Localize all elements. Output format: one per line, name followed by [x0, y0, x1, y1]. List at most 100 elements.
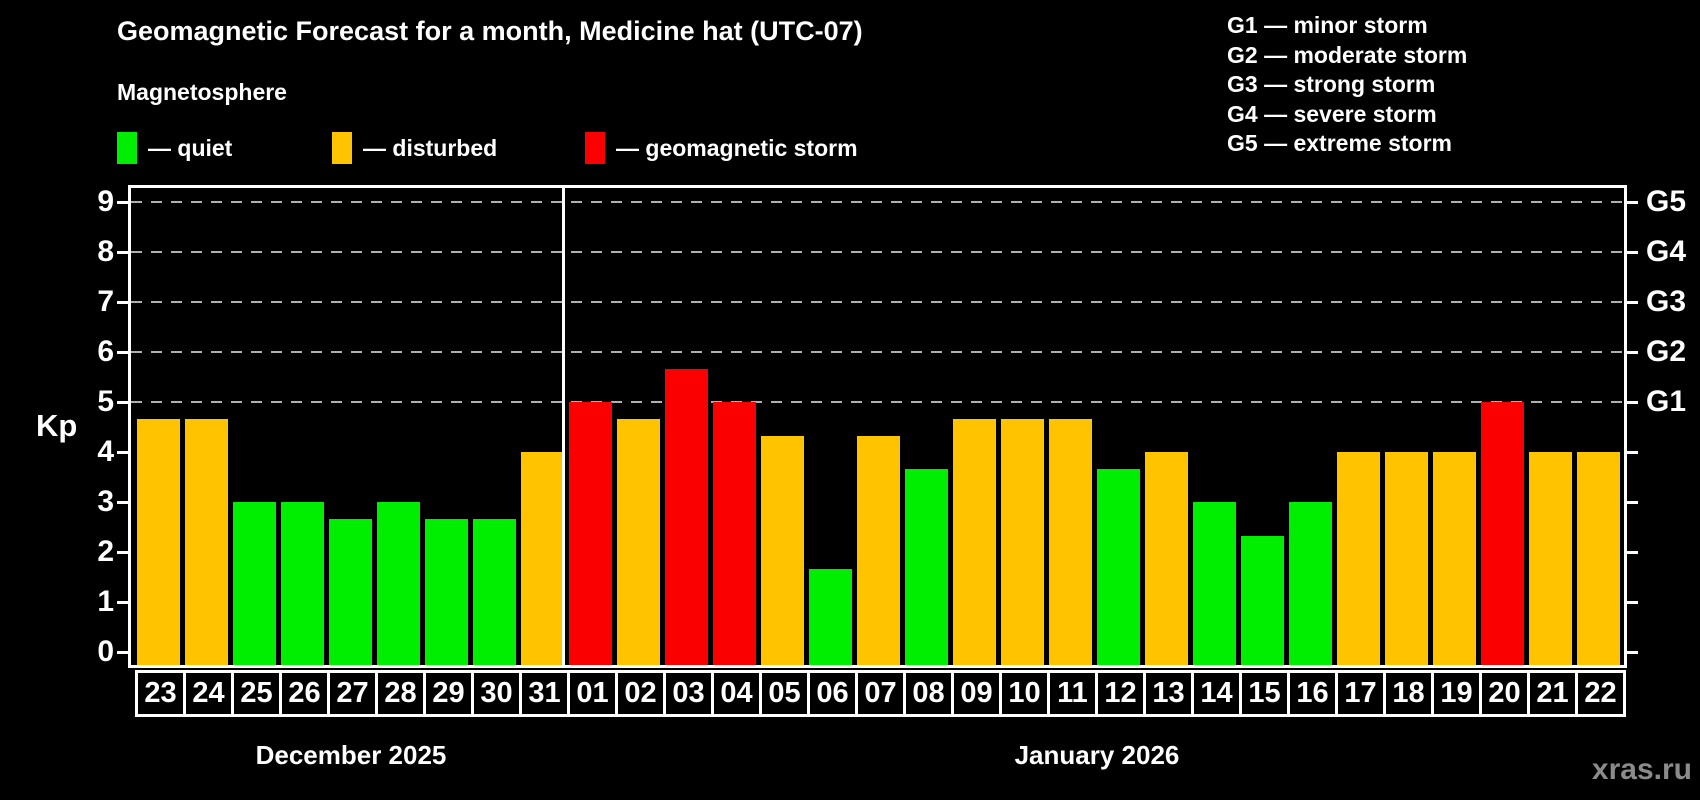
quiet-swatch-icon — [117, 132, 137, 164]
day-label-box-17: 17 — [1335, 670, 1386, 717]
day-label-box-31: 31 — [519, 670, 570, 717]
day-label-box-28: 28 — [375, 670, 426, 717]
day-label-box-02: 02 — [615, 670, 666, 717]
y-tick-right-5 — [1627, 401, 1638, 404]
bar-day-11 — [1049, 419, 1092, 665]
day-label-box-14: 14 — [1191, 670, 1242, 717]
page-title: Geomagnetic Forecast for a month, Medici… — [117, 16, 863, 46]
right-axis-label-g1: G1 — [1646, 385, 1687, 418]
y-tick-label-0: 0 — [97, 635, 114, 668]
y-tick-label-5: 5 — [97, 385, 114, 418]
bar-day-29 — [425, 519, 468, 665]
plot-frame — [128, 185, 1627, 668]
y-tick-right-4 — [1627, 451, 1638, 454]
bar-day-04 — [713, 402, 756, 665]
right-axis-label-g2: G2 — [1646, 335, 1687, 368]
gridline-kp-7 — [131, 301, 1624, 303]
g4-legend-line: G4 — severe storm — [1227, 100, 1437, 127]
y-tick-left-9 — [117, 201, 128, 204]
bar-day-22 — [1577, 452, 1620, 665]
y-tick-right-3 — [1627, 501, 1638, 504]
y-axis-label-kp: Kp — [36, 408, 78, 443]
day-label-box-16: 16 — [1287, 670, 1338, 717]
day-label-box-06: 06 — [807, 670, 858, 717]
y-tick-label-9: 9 — [97, 185, 114, 218]
bar-day-31 — [521, 452, 564, 665]
gridline-kp-8 — [131, 251, 1624, 253]
bar-day-28 — [377, 502, 420, 665]
watermark: xras.ru — [1591, 753, 1692, 786]
bar-day-15 — [1241, 536, 1284, 665]
right-axis-label-g3: G3 — [1646, 285, 1687, 318]
day-label-box-20: 20 — [1479, 670, 1530, 717]
bar-day-03 — [665, 369, 708, 665]
day-label-box-05: 05 — [759, 670, 810, 717]
bar-day-13 — [1145, 452, 1188, 665]
bar-day-08 — [905, 469, 948, 665]
g5-legend-line: G5 — extreme storm — [1227, 130, 1452, 156]
legend-item-quiet: — quiet — [117, 132, 232, 164]
day-label-box-27: 27 — [327, 670, 378, 717]
bar-day-25 — [233, 502, 276, 665]
disturbed-swatch-icon — [332, 132, 352, 164]
day-label-box-22: 22 — [1575, 670, 1626, 717]
month-label-january: January 2026 — [1014, 740, 1180, 770]
day-label-box-13: 13 — [1143, 670, 1194, 717]
bar-day-07 — [857, 436, 900, 665]
gridline-kp-6 — [131, 351, 1624, 353]
day-label-box-21: 21 — [1527, 670, 1578, 717]
bar-day-01 — [569, 402, 612, 665]
legend-item-storm: — geomagnetic storm — [585, 132, 858, 164]
bar-day-14 — [1193, 502, 1236, 665]
y-tick-right-7 — [1627, 301, 1638, 304]
y-tick-label-3: 3 — [97, 485, 114, 518]
day-label-box-23: 23 — [135, 670, 186, 717]
bar-day-05 — [761, 436, 804, 665]
storm-swatch-icon — [585, 132, 605, 164]
month-separator-line — [562, 188, 565, 665]
y-tick-left-8 — [117, 251, 128, 254]
day-label-box-08: 08 — [903, 670, 954, 717]
bar-day-17 — [1337, 452, 1380, 665]
bar-day-12 — [1097, 469, 1140, 665]
y-tick-label-4: 4 — [97, 435, 114, 468]
y-tick-right-9 — [1627, 201, 1638, 204]
bar-day-10 — [1001, 419, 1044, 665]
y-tick-label-2: 2 — [97, 535, 114, 568]
y-tick-right-2 — [1627, 551, 1638, 554]
g2-legend-line: G2 — moderate storm — [1227, 41, 1468, 68]
bar-day-24 — [185, 419, 228, 665]
y-tick-right-1 — [1627, 601, 1638, 604]
y-tick-left-3 — [117, 501, 128, 504]
month-label-december: December 2025 — [255, 740, 447, 770]
legend-label-storm: — geomagnetic storm — [616, 135, 858, 161]
bar-day-20 — [1481, 402, 1524, 665]
legend-label-disturbed: — disturbed — [363, 135, 498, 161]
day-label-box-04: 04 — [711, 670, 762, 717]
day-label-box-26: 26 — [279, 670, 330, 717]
day-label-box-09: 09 — [951, 670, 1002, 717]
day-label-box-18: 18 — [1383, 670, 1434, 717]
g3-legend-line: G3 — strong storm — [1227, 71, 1436, 97]
g-scale-legend: G1 — minor storm G2 — moderate storm G3 … — [1227, 11, 1467, 159]
y-tick-right-0 — [1627, 651, 1638, 654]
y-tick-right-6 — [1627, 351, 1638, 354]
y-tick-left-6 — [117, 351, 128, 354]
y-tick-left-7 — [117, 301, 128, 304]
bar-day-21 — [1529, 452, 1572, 665]
legend-label-quiet: — quiet — [148, 135, 233, 161]
day-label-box-30: 30 — [471, 670, 522, 717]
y-tick-label-1: 1 — [97, 585, 114, 618]
bar-day-09 — [953, 419, 996, 665]
right-axis-label-g4: G4 — [1646, 235, 1687, 268]
day-label-box-15: 15 — [1239, 670, 1290, 717]
legend-title: Magnetosphere — [117, 79, 287, 105]
day-label-box-03: 03 — [663, 670, 714, 717]
day-label-box-19: 19 — [1431, 670, 1482, 717]
bar-day-16 — [1289, 502, 1332, 665]
day-label-box-01: 01 — [567, 670, 618, 717]
bar-day-02 — [617, 419, 660, 665]
y-tick-right-8 — [1627, 251, 1638, 254]
y-tick-label-7: 7 — [97, 285, 114, 318]
bar-day-27 — [329, 519, 372, 665]
